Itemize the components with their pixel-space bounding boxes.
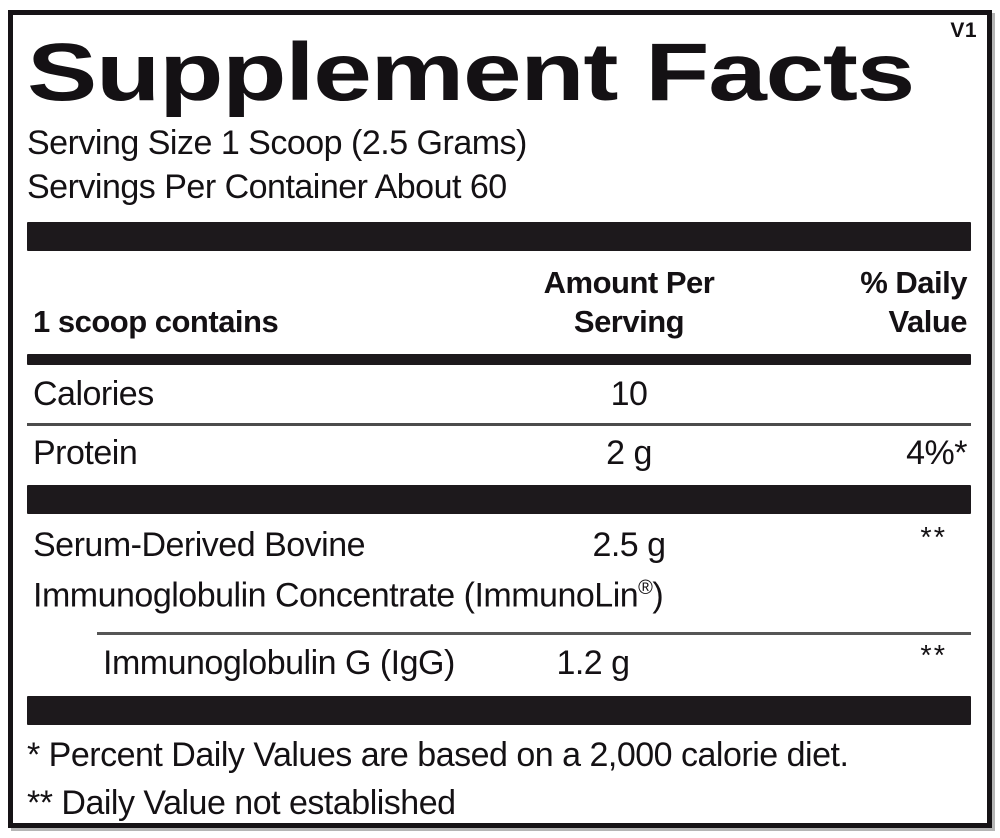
registered-mark: ®	[638, 577, 653, 599]
supplement-facts-label: V1 Supplement Facts Serving Size 1 Scoop…	[8, 10, 992, 828]
nutrient-amount: 2 g	[606, 434, 652, 472]
column-header-contains: 1 scoop contains	[33, 304, 279, 339]
nutrient-daily-value: **	[920, 640, 947, 673]
nutrient-row-serum-bovine-ig: Serum-Derived Bovine 2.5 g ** Immunoglob…	[27, 514, 971, 618]
nutrient-name: Serum-Derived Bovine	[33, 526, 366, 564]
divider-bar-middle	[27, 485, 971, 514]
nutrient-amount: 1.2 g	[556, 644, 630, 683]
nutrient-amount: 2.5 g	[592, 526, 666, 564]
divider-bar-header	[27, 354, 971, 365]
nutrient-amount: 10	[610, 375, 648, 413]
sub-ingredient-divider	[97, 632, 971, 636]
table-header-row: 1 scoop contains Amount Per Serving % Da…	[27, 251, 971, 351]
footnote-dv-not-established: ** Daily Value not established	[27, 784, 456, 823]
servings-per-container-line: Servings Per Container About 60	[27, 168, 507, 206]
nutrient-name: Immunoglobulin G (IgG)	[103, 644, 455, 683]
nutrient-name: Calories	[33, 375, 154, 413]
nutrient-daily-value: 4%*	[906, 434, 967, 472]
footnote-dv-basis: * Percent Daily Values are based on a 2,…	[27, 736, 849, 775]
version-tag: V1	[950, 19, 977, 42]
nutrient-row-protein: Protein 2 g 4%*	[27, 426, 971, 485]
column-header-daily-value: % Daily Value	[860, 265, 967, 339]
nutrient-row-immunoglobulin-g: Immunoglobulin G (IgG) 1.2 g **	[27, 635, 971, 693]
nutrient-daily-value: **	[920, 522, 947, 554]
page-title: Supplement Facts	[27, 27, 915, 118]
nutrient-row-calories: Calories 10	[27, 365, 971, 426]
divider-bar-bottom	[27, 696, 971, 726]
divider-bar-top	[27, 222, 971, 251]
column-header-amount-per-serving: Amount Per Serving	[543, 265, 715, 339]
nutrient-name-continued: Immunoglobulin Concentrate (ImmunoLin®)	[33, 576, 664, 615]
nutrient-name: Protein	[33, 434, 138, 472]
serving-size-line: Serving Size 1 Scoop (2.5 Grams)	[27, 124, 527, 162]
